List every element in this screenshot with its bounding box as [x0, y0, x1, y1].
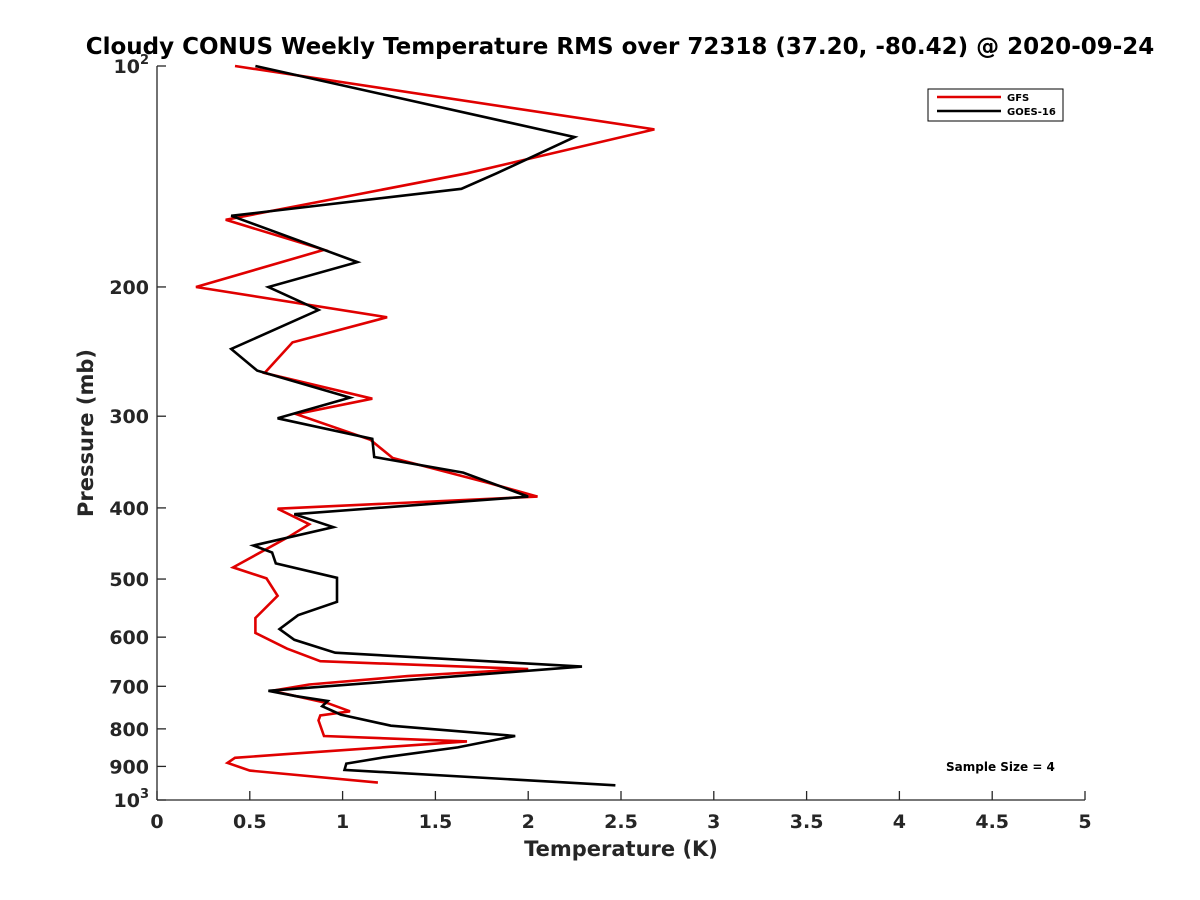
sample-size-annotation: Sample Size = 4 — [946, 760, 1055, 774]
y-tick-label: 700 — [109, 676, 149, 698]
x-tick-label: 5 — [1078, 811, 1091, 833]
legend-label-goes-16: GOES-16 — [1007, 107, 1056, 118]
x-tick-label: 2 — [522, 811, 535, 833]
y-tick-label: 600 — [109, 627, 149, 649]
chart-title: Cloudy CONUS Weekly Temperature RMS over… — [86, 34, 1155, 60]
legend-box — [927, 88, 1064, 122]
x-tick-label: 3.5 — [790, 811, 824, 833]
y-tick-label: 200 — [109, 277, 149, 299]
y-tick-label: 400 — [109, 498, 149, 520]
plot-area — [157, 66, 1085, 800]
legend: GFS GOES-16 — [927, 88, 1064, 122]
y-axis-label: Pressure (mb) — [74, 349, 98, 517]
x-tick-label: 1 — [336, 811, 349, 833]
x-tick-label: 1.5 — [419, 811, 453, 833]
x-tick-label: 0.5 — [233, 811, 267, 833]
y-tick-label: 500 — [109, 569, 149, 591]
x-tick-label: 2.5 — [604, 811, 638, 833]
legend-label-gfs: GFS — [1007, 93, 1029, 104]
x-tick-label: 4 — [893, 811, 906, 833]
x-tick-label: 0 — [150, 811, 163, 833]
x-ticks: 0 0.5 1 1.5 2 2.5 3 3.5 4 4.5 5 — [150, 791, 1092, 833]
x-axis-label: Temperature (K) — [524, 837, 718, 861]
y-tick-label: 800 — [109, 719, 149, 741]
series-layer — [195, 64, 655, 787]
series-line-goes-16 — [228, 64, 616, 787]
y-tick-label: 300 — [109, 406, 149, 428]
y-tick-label: 900 — [109, 756, 149, 778]
x-tick-label: 3 — [707, 811, 720, 833]
x-tick-label: 4.5 — [975, 811, 1009, 833]
series-line-gfs — [195, 64, 655, 784]
